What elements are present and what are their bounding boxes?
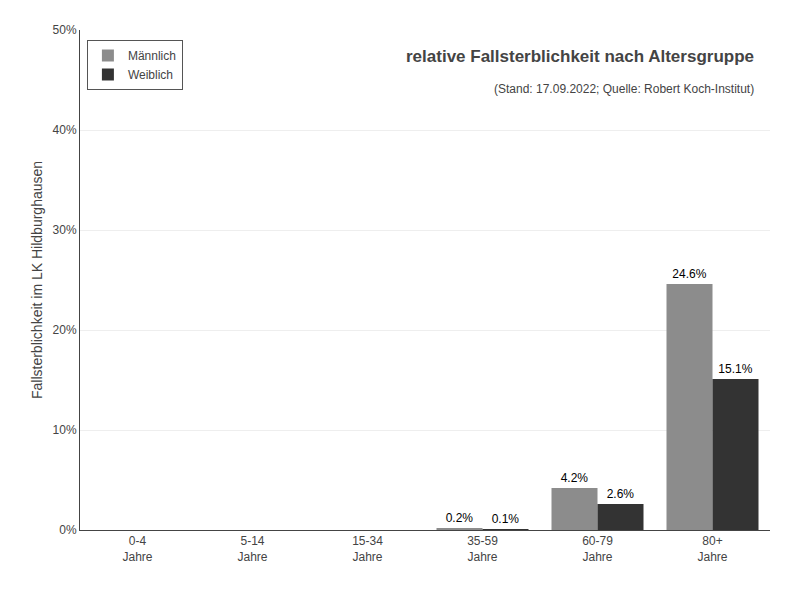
svg-text:20%: 20% [53,323,77,337]
svg-text:30%: 30% [53,223,77,237]
svg-text:10%: 10% [53,423,77,437]
svg-text:40%: 40% [53,123,77,137]
svg-text:80+Jahre: 80+Jahre [697,534,727,564]
svg-text:24.6%: 24.6% [672,267,706,281]
svg-text:Weiblich: Weiblich [128,68,173,82]
svg-text:15.1%: 15.1% [718,362,752,376]
svg-text:relative Fallsterblichkeit nac: relative Fallsterblichkeit nach Altersgr… [406,47,754,66]
svg-text:60-79Jahre: 60-79Jahre [582,534,613,564]
svg-text:0%: 0% [59,523,77,537]
svg-text:4.2%: 4.2% [561,471,589,485]
svg-text:0-4Jahre: 0-4Jahre [122,534,152,564]
svg-text:0.2%: 0.2% [446,511,474,525]
svg-text:(Stand: 17.09.2022; Quelle: Ro: (Stand: 17.09.2022; Quelle: Robert Koch-… [494,82,754,96]
svg-text:0.1%: 0.1% [492,512,520,526]
svg-text:Männlich: Männlich [128,49,176,63]
svg-text:Fallsterblichkeit im LK Hildbu: Fallsterblichkeit im LK Hildburghausen [29,161,45,399]
svg-text:2.6%: 2.6% [607,487,635,501]
svg-text:5-14Jahre: 5-14Jahre [237,534,267,564]
svg-text:15-34Jahre: 15-34Jahre [352,534,383,564]
svg-text:35-59Jahre: 35-59Jahre [467,534,498,564]
svg-text:50%: 50% [53,23,77,37]
